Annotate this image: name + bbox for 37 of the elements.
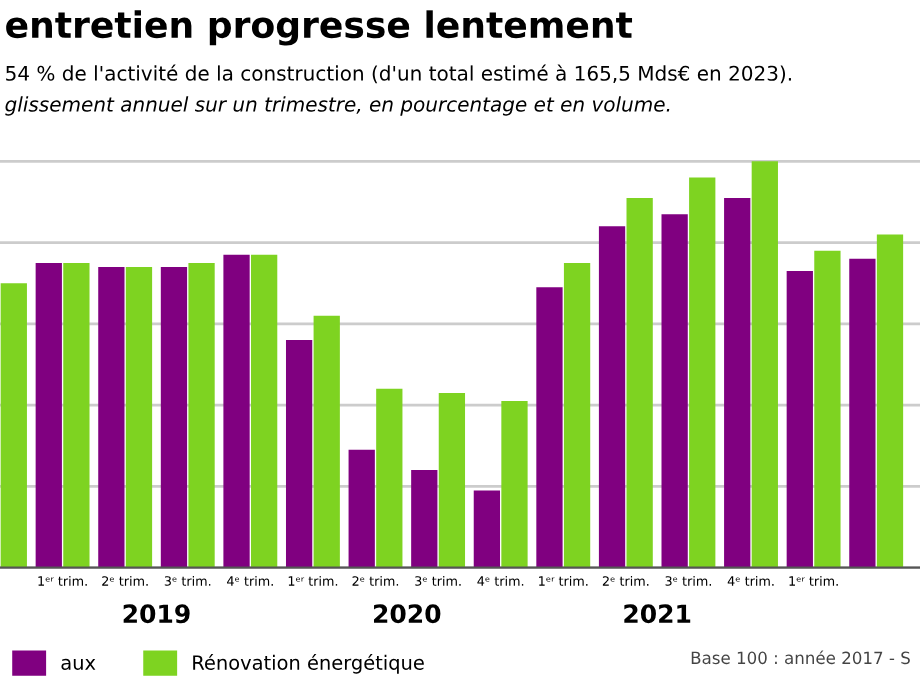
- bar: [63, 262, 90, 568]
- legend-label: aux: [61, 658, 96, 670]
- bar: [626, 197, 653, 568]
- bar: [814, 250, 841, 568]
- bar: [751, 161, 778, 568]
- bar: [536, 287, 563, 568]
- bar: [411, 470, 438, 568]
- bar: [501, 401, 528, 568]
- bar: [160, 266, 188, 568]
- legend-label: Rénovation énergétique: [193, 654, 424, 674]
- bar: [438, 392, 466, 568]
- bar: [473, 490, 501, 568]
- bar: [563, 262, 591, 568]
- bar: [348, 449, 375, 568]
- bar: [285, 340, 313, 568]
- bar: [0, 283, 27, 568]
- bar: [661, 214, 688, 568]
- bar: [689, 177, 716, 568]
- text: Base 100 : année 2017 - S: [691, 650, 910, 665]
- bar: [125, 266, 153, 568]
- chart-title: entretien progresse lentement: [6, 10, 633, 46]
- bar: [35, 262, 62, 568]
- bar: [188, 262, 215, 568]
- bar: [876, 234, 904, 568]
- bar: [376, 388, 403, 568]
- bar: [98, 266, 125, 568]
- chart-subtitle: 54 % de l'activité de la construction (d'un total estimé à 165,5 Mds€ en 2023). glissement annuel sur un trimestre, en pourcentage et en volume.: [5, 64, 791, 116]
- bar: [223, 254, 250, 568]
- bar: [724, 197, 751, 568]
- text: 2021: [624, 604, 691, 624]
- text: 2020: [373, 604, 441, 624]
- bar: [313, 315, 340, 568]
- bar: [786, 271, 813, 568]
- bar: [849, 258, 876, 568]
- text: 2019: [123, 604, 190, 624]
- bar: [251, 254, 278, 568]
- bar: [598, 226, 626, 568]
